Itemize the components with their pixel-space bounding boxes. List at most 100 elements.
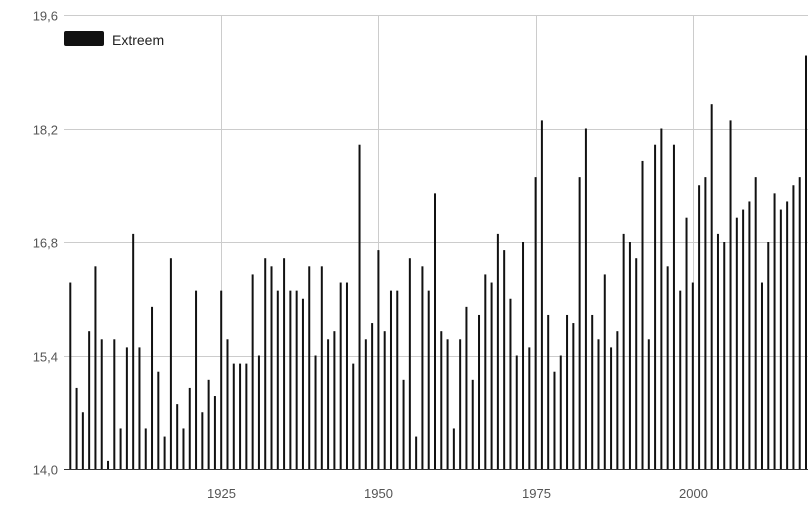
bar-2018 <box>805 55 807 469</box>
bar-1935 <box>283 258 286 469</box>
legend-label-extreem: Extreem <box>112 32 164 48</box>
bar-1960 <box>440 331 443 469</box>
bar-1920 <box>188 387 191 469</box>
bar-1989 <box>622 233 625 469</box>
y-tick-label: 18,2 <box>33 123 58 138</box>
bar-1986 <box>603 274 606 469</box>
bar-2016 <box>792 185 795 469</box>
bar-2010 <box>754 177 757 469</box>
bar-1951 <box>383 331 386 469</box>
bar-1968 <box>490 282 493 469</box>
bar-1980 <box>566 314 569 469</box>
bar-1906 <box>100 339 103 469</box>
bar-1931 <box>257 355 260 469</box>
bar-1925 <box>220 290 223 469</box>
bar-1959 <box>434 193 436 470</box>
bar-2017 <box>798 177 801 469</box>
bar-1954 <box>402 379 405 469</box>
bar-1982 <box>578 177 581 469</box>
bar-1961 <box>446 339 449 469</box>
bar-2005 <box>723 242 726 469</box>
bar-1965 <box>471 379 474 469</box>
bar-2015 <box>786 201 789 469</box>
bar-1953 <box>396 290 399 469</box>
bar-2001 <box>698 185 701 469</box>
bar-1939 <box>308 266 311 469</box>
bar-1944 <box>339 282 342 469</box>
bar-1975 <box>534 177 537 469</box>
bar-1984 <box>591 314 594 469</box>
x-tick-label: 2000 <box>679 486 708 501</box>
bar-1919 <box>182 428 185 469</box>
bar-1934 <box>276 290 279 469</box>
bar-1958 <box>427 290 430 469</box>
bar-1974 <box>528 347 531 469</box>
y-tick-label: 19,6 <box>33 9 58 24</box>
bar-1976 <box>540 120 543 469</box>
y-tick-label: 16,8 <box>33 236 58 251</box>
bar-1902 <box>75 387 78 469</box>
bar-1922 <box>201 412 204 469</box>
bar-1938 <box>301 298 304 469</box>
bar-1926 <box>226 339 229 469</box>
bar-1947 <box>358 144 361 469</box>
bar-1912 <box>138 347 141 469</box>
axis-labels: 14,0 15,4 16,8 18,2 19,6 1925 1950 1975 2000 <box>33 9 708 502</box>
bar-1991 <box>635 258 638 469</box>
x-tick-label: 1950 <box>364 486 393 501</box>
bar-1908 <box>113 339 116 469</box>
bar-2011 <box>760 282 763 469</box>
bar-1933 <box>270 266 273 469</box>
bar-1901 <box>69 282 72 469</box>
bar-1967 <box>484 274 487 469</box>
bar-2004 <box>716 233 719 469</box>
bar-1937 <box>295 290 298 469</box>
bar-1998 <box>679 290 682 469</box>
x-tick-label: 1925 <box>207 486 236 501</box>
bar-1962 <box>452 428 455 469</box>
bar-1921 <box>195 290 198 469</box>
bar-1943 <box>333 331 336 469</box>
bar-1903 <box>81 412 84 469</box>
bar-1973 <box>522 242 525 469</box>
bar-2000 <box>691 282 694 469</box>
bar-1997 <box>672 144 675 469</box>
y-tick-label: 15,4 <box>33 350 58 365</box>
bar-1918 <box>176 404 179 469</box>
bar-1952 <box>389 290 392 469</box>
bar-1924 <box>213 396 216 469</box>
bar-1992 <box>641 160 644 469</box>
bar-1945 <box>345 282 348 469</box>
bar-2013 <box>773 193 776 470</box>
bar-1977 <box>547 314 550 469</box>
bar-1985 <box>597 339 600 469</box>
bar-1966 <box>478 314 481 469</box>
bar-2003 <box>710 104 713 470</box>
x-tick-label: 1975 <box>522 486 551 501</box>
bar-1910 <box>125 347 128 469</box>
bar-1978 <box>553 371 556 469</box>
bar-1917 <box>169 258 172 469</box>
bar-1909 <box>119 428 122 469</box>
bar-1956 <box>415 436 418 469</box>
bar-1948 <box>364 339 367 469</box>
bar-1911 <box>132 233 135 469</box>
bar-1915 <box>157 371 160 469</box>
bar-1963 <box>459 339 462 469</box>
bar-1936 <box>289 290 292 469</box>
bar-1949 <box>371 323 374 469</box>
bar-1905 <box>94 266 97 469</box>
bar-1923 <box>207 379 210 469</box>
bar-1969 <box>496 233 499 469</box>
bar-1950 <box>377 250 380 469</box>
bar-2007 <box>735 217 738 469</box>
legend: Extreem <box>64 31 164 48</box>
bar-1996 <box>666 266 669 469</box>
bar-1946 <box>352 363 355 469</box>
bar-1970 <box>503 250 506 469</box>
bar-1927 <box>232 363 235 469</box>
bar-1990 <box>628 242 631 469</box>
bar-1988 <box>616 331 619 469</box>
